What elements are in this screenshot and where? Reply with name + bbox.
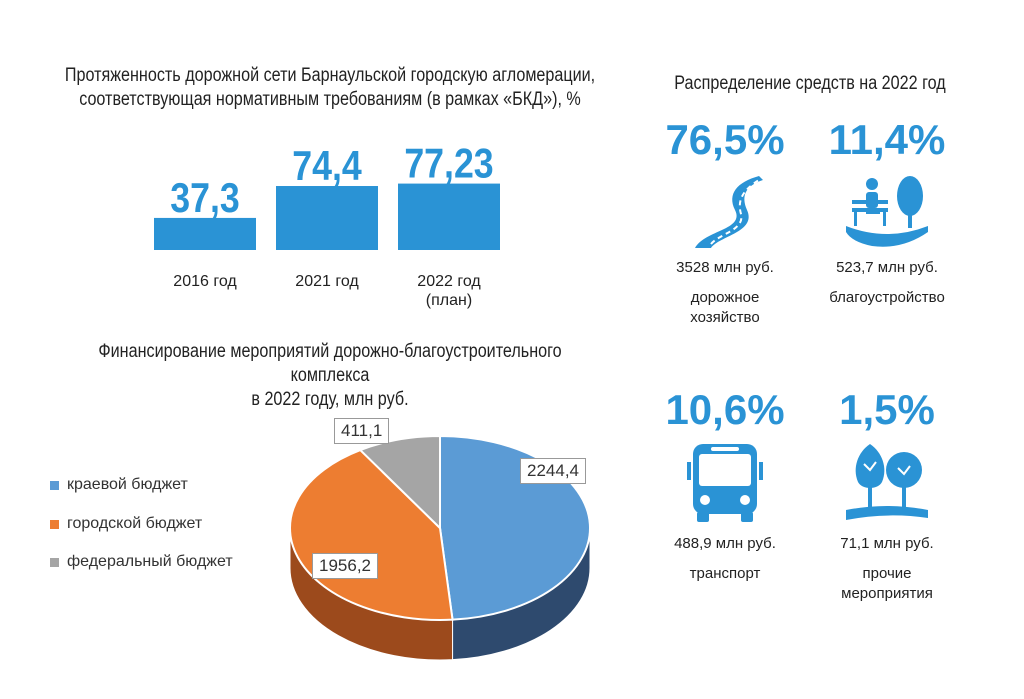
bar-2	[276, 186, 378, 250]
road-icon	[695, 176, 763, 248]
bar-1	[154, 217, 256, 250]
bar-category-label: 2016 год	[173, 273, 237, 290]
legend-swatch-kraevoy	[50, 480, 59, 490]
pie-label-gorodskoy: 1956,2	[312, 553, 378, 579]
legend-item-federalny: федеральный бюджет	[50, 553, 233, 571]
allocation-name-line1: прочие	[862, 565, 912, 582]
bar-value-label: 37,3	[170, 175, 239, 221]
trees-icon	[846, 444, 928, 520]
bar-value-label: 74,4	[292, 143, 362, 189]
pie-label-federalny: 411,1	[334, 418, 390, 444]
allocation-name: благоустройство	[802, 288, 972, 308]
allocation-name: транспорт	[640, 564, 810, 584]
pie-chart-title-line2: в 2022 году, млн руб.	[251, 389, 409, 410]
bar-3	[398, 183, 500, 250]
allocation-name-line2: хозяйство	[690, 309, 760, 326]
legend-swatch-gorodskoy	[50, 519, 59, 529]
pie-slice-3	[358, 434, 441, 531]
pie-chart-title-line1: Финансирование мероприятий дорожно-благо…	[98, 341, 562, 386]
allocation-item-transport: 10,6% 488,9 млн руб. транспорт	[640, 386, 810, 584]
allocation-item-improvement: 11,4% 523,7 млн руб. благоустройство	[802, 116, 972, 308]
bar-category-label: 2021 год	[295, 273, 359, 290]
allocation-amount: 3528 млн руб.	[676, 259, 774, 276]
allocation-amount: 488,9 млн руб.	[674, 535, 776, 552]
allocation-title: Распределение средств на 2022 год	[674, 73, 946, 94]
bar-category-label: 2022 год	[417, 273, 481, 290]
allocation-item-other: 1,5% 71,1 млн руб. прочие мероприятия	[802, 386, 972, 604]
allocation-percent: 1,5%	[839, 386, 935, 433]
allocation-name-line2: мероприятия	[841, 585, 933, 602]
pie-chart-title: Финансирование мероприятий дорожно-благо…	[67, 340, 594, 412]
allocation-name: дорожное хозяйство	[640, 288, 810, 328]
bar-chart-title: Протяженность дорожной сети Барнаульской…	[58, 64, 602, 112]
bar-value-label: 77,23	[404, 141, 493, 187]
allocation-name-line1: благоустройство	[829, 289, 945, 306]
bus-icon	[687, 444, 763, 522]
legend-swatch-federalny	[50, 557, 59, 567]
pie-label-kraevoy: 2244,4	[520, 458, 586, 484]
allocation-percent: 10,6%	[665, 386, 785, 433]
allocation-name-line1: дорожное	[690, 289, 760, 306]
park-bench-icon	[846, 176, 928, 247]
legend-item-kraevoy: краевой бюджет	[50, 476, 188, 494]
bar-category-label: (план)	[426, 292, 472, 309]
allocation-name-line1: транспорт	[689, 565, 761, 582]
allocation-percent: 11,4%	[828, 116, 946, 163]
allocation-item-road: 76,5% 3528 млн руб. дорожное хозяйство	[640, 116, 810, 328]
legend-label-federalny: федеральный бюджет	[67, 553, 233, 570]
legend-item-gorodskoy: городской бюджет	[50, 515, 202, 533]
allocation-name: прочие мероприятия	[802, 564, 972, 604]
allocation-percent: 76,5%	[665, 116, 785, 163]
legend-label-gorodskoy: городской бюджет	[67, 515, 203, 532]
funding-pie-chart	[289, 434, 591, 661]
bar-chart-title-line2: соответствующая нормативным требованиям …	[79, 89, 581, 110]
legend-label-kraevoy: краевой бюджет	[67, 476, 188, 493]
bar-chart-title-line1: Протяженность дорожной сети Барнаульской…	[64, 65, 596, 86]
road-network-bar-chart: 37,3 2016 год 74,4 2021 год 77,23 2022 год (пл…	[154, 141, 500, 309]
allocation-amount: 523,7 млн руб.	[836, 259, 938, 276]
allocation-amount: 71,1 млн руб.	[840, 535, 934, 552]
